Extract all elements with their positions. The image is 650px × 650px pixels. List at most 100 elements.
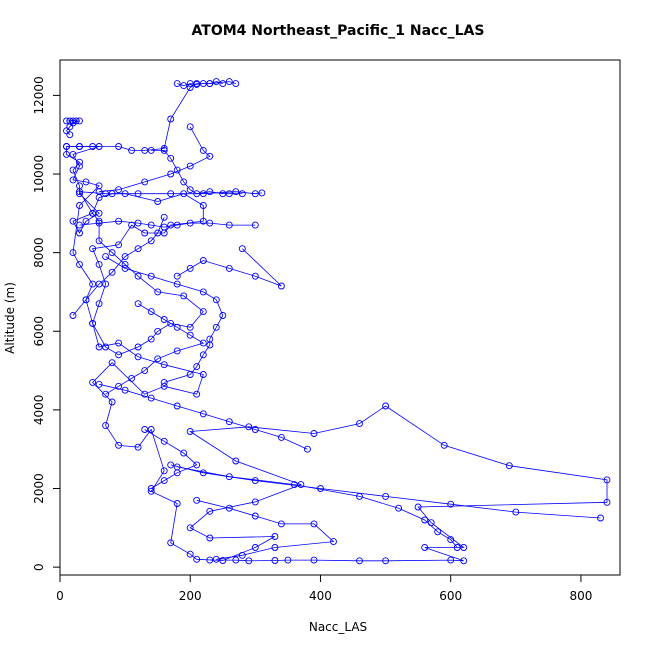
data-point (271, 544, 279, 551)
data-point (154, 355, 162, 363)
data-point (167, 319, 175, 327)
data-point (232, 457, 240, 465)
series-1 (63, 78, 611, 565)
y-tick-label: 0 (32, 563, 46, 571)
data-point (603, 476, 611, 484)
data-point (160, 437, 168, 445)
data-point (303, 445, 311, 453)
data-point (167, 539, 175, 547)
series-line (79, 220, 256, 228)
data-point (193, 555, 201, 563)
data-point (180, 82, 188, 90)
data-point (147, 485, 155, 492)
data-point (199, 80, 207, 88)
series-line (105, 256, 224, 383)
data-point (134, 272, 142, 280)
data-point (251, 426, 259, 433)
data-point (66, 131, 74, 139)
series-3 (63, 117, 83, 139)
data-point (382, 492, 390, 500)
series-11 (102, 300, 207, 398)
data-point (447, 500, 455, 508)
plot-frame (59, 59, 621, 576)
data-point (89, 209, 97, 217)
data-point (154, 198, 162, 205)
data-point (271, 557, 279, 564)
data-point (115, 186, 123, 194)
data-point (102, 343, 110, 351)
data-point (160, 361, 168, 369)
series-14 (167, 461, 604, 522)
data-point (225, 264, 233, 272)
y-tick-label: 12000 (32, 76, 46, 114)
series-line (177, 466, 458, 548)
data-point (251, 272, 259, 280)
data-point (95, 219, 103, 227)
data-point (238, 190, 246, 198)
data-point (447, 556, 455, 564)
data-point (115, 382, 123, 390)
series-16 (193, 496, 337, 563)
data-point (206, 507, 214, 515)
series-4 (173, 78, 227, 90)
data-point (121, 260, 129, 268)
data-point (160, 145, 168, 152)
data-point (447, 536, 455, 544)
data-point (121, 386, 129, 394)
data-point (206, 188, 214, 196)
data-point (173, 347, 181, 355)
data-point (186, 550, 194, 558)
data-point (167, 154, 175, 162)
data-point (89, 280, 97, 288)
data-point (128, 374, 136, 382)
data-point (290, 481, 298, 489)
data-point (330, 538, 337, 546)
data-point (206, 534, 214, 542)
data-point (115, 217, 123, 225)
data-point (212, 555, 220, 563)
series-line (66, 146, 262, 356)
data-point (173, 323, 181, 331)
data-point (284, 556, 292, 564)
data-point (186, 162, 194, 170)
data-point (89, 378, 97, 386)
data-point (95, 343, 103, 351)
data-point (108, 398, 116, 406)
data-point (167, 170, 175, 178)
series-line (99, 383, 308, 450)
data-point (160, 378, 168, 386)
data-point (277, 282, 285, 290)
data-point (193, 190, 201, 198)
data-point (193, 461, 201, 469)
series-10 (69, 213, 168, 319)
data-point (199, 190, 207, 198)
data-point (199, 371, 207, 378)
x-tick-label: 600 (439, 589, 462, 603)
data-point (206, 556, 214, 564)
data-point (219, 190, 227, 198)
data-point (167, 115, 175, 123)
data-point (69, 217, 77, 225)
data-point (95, 260, 103, 268)
data-point (134, 443, 142, 451)
data-point (154, 229, 162, 237)
data-point (212, 323, 220, 331)
data-point (271, 533, 279, 540)
x-tick-label: 400 (309, 589, 332, 603)
data-point (421, 516, 429, 524)
y-tick-label: 4000 (32, 395, 46, 426)
x-tick-label: 200 (179, 589, 202, 603)
series-line (105, 303, 205, 395)
data-point (76, 229, 83, 237)
data-point (141, 178, 149, 186)
data-point (180, 292, 188, 300)
data-point (108, 249, 116, 257)
data-point (115, 143, 123, 150)
data-point (232, 80, 240, 88)
data-point (251, 221, 259, 229)
data-point (108, 359, 116, 367)
data-point (76, 190, 83, 198)
data-point (95, 143, 103, 150)
data-point (238, 245, 246, 253)
